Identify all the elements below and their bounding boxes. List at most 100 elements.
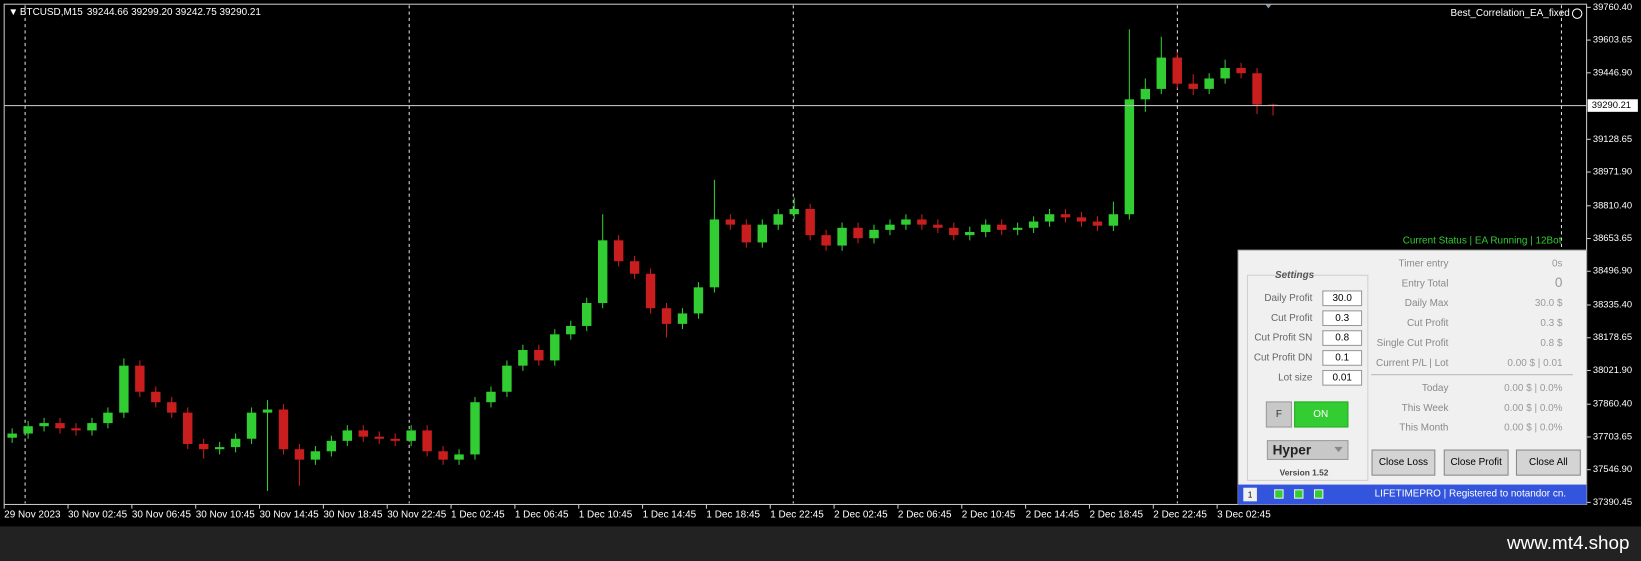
setting-value: 30.0 [1333, 293, 1353, 304]
x-tick-label: 1 Dec 06:45 [515, 510, 569, 521]
candle-body [1076, 217, 1087, 222]
candle-body [821, 235, 831, 246]
shift-marker [1265, 4, 1272, 9]
stat-value: 30.0 $ [1535, 298, 1563, 309]
candle-body [996, 224, 1007, 230]
stat-value: 0.3 $ [1540, 318, 1563, 329]
x-tick-label: 29 Nov 2023 [4, 510, 61, 521]
ea-panel: Settings F ON Hyper Version 1.52 1 LIFET… [1237, 249, 1588, 505]
chart-title: BTCUSD,M15 [20, 7, 83, 18]
candle-body [294, 449, 305, 460]
candle-body [677, 313, 688, 324]
candle-body [1060, 214, 1071, 218]
period-value: 0.00 $ | 0.0% [1504, 423, 1563, 434]
candle-body [757, 224, 767, 243]
on-button[interactable] [1294, 401, 1349, 428]
candle-body [805, 208, 815, 236]
stat-label: Single Cut Profit [1377, 338, 1449, 349]
footer-indicator [1313, 489, 1324, 499]
setting-input[interactable] [1322, 330, 1363, 346]
candle-body [87, 423, 97, 431]
watermark: www.mt4.shop [1506, 532, 1629, 553]
candle-body [502, 365, 512, 392]
action-button[interactable] [1371, 449, 1436, 476]
candle-body [566, 325, 576, 335]
candle-body [310, 451, 321, 460]
candle-body [39, 423, 49, 427]
candle-body [1012, 227, 1023, 230]
candle-body [613, 240, 624, 262]
candle-body [358, 430, 368, 437]
candle-body [438, 451, 448, 460]
dropdown-arrow [1334, 446, 1343, 453]
setting-input[interactable] [1322, 369, 1363, 386]
candle-body [901, 219, 911, 225]
price-tag [1587, 99, 1638, 112]
footer-text: LIFETIMEPRO | Registered to notandor cn. [1375, 489, 1566, 500]
y-tick-label: 38971.90 [1593, 166, 1632, 177]
x-tick-label: 2 Dec 10:45 [962, 510, 1016, 521]
candle-body [550, 334, 560, 361]
candle-body [454, 454, 464, 460]
action-button-label: Close Profit [1450, 457, 1502, 468]
action-button-label: Close All [1529, 457, 1568, 468]
candle-body [167, 402, 177, 413]
candle-body [326, 440, 337, 452]
candle-body [1220, 68, 1230, 79]
candle-body [917, 219, 927, 225]
candle-body [23, 426, 33, 434]
x-tick-label: 30 Nov 06:45 [132, 510, 192, 521]
action-button[interactable] [1443, 449, 1509, 476]
candle-body [486, 391, 496, 403]
candle-body [55, 423, 65, 429]
x-tick-label: 2 Dec 06:45 [898, 510, 952, 521]
candle-body [597, 240, 608, 303]
candle-body [661, 308, 672, 324]
setting-input[interactable] [1322, 350, 1363, 366]
setting-label: Cut Profit [1271, 313, 1313, 324]
candle-body [885, 224, 895, 230]
y-tick-label: 38021.90 [1593, 364, 1632, 375]
setting-input[interactable] [1322, 310, 1363, 327]
version: Version 1.52 [1280, 467, 1329, 477]
footer-tab[interactable] [1243, 487, 1257, 502]
x-tick-label: 1 Dec 22:45 [770, 510, 824, 521]
candle-body [103, 412, 113, 424]
candle-body [693, 287, 704, 314]
x-tick-label: 30 Nov 18:45 [323, 510, 383, 521]
y-tick-label: 37546.90 [1593, 463, 1632, 474]
action-button-label: Close Loss [1379, 457, 1428, 468]
setting-input[interactable] [1322, 290, 1363, 307]
mode-dropdown[interactable] [1266, 440, 1349, 460]
candle-body [262, 409, 273, 413]
symbol-arrow: ▼ [8, 7, 18, 18]
candle-body [230, 438, 241, 448]
stat-label: Daily Max [1405, 298, 1449, 309]
y-tick-label: 38810.40 [1593, 199, 1632, 210]
mode-value: Hyper [1273, 443, 1312, 458]
candle-body [981, 224, 991, 232]
candle-body [1236, 68, 1246, 74]
candle-body [119, 365, 129, 413]
quote-header: 39244.66 39299.20 39242.75 39290.21 [87, 7, 262, 18]
candle-body [837, 227, 847, 246]
period-label: This Month [1399, 423, 1448, 434]
f-button[interactable] [1265, 401, 1292, 428]
candle-body [422, 430, 432, 452]
candle-body [1092, 221, 1103, 226]
y-tick-label: 38178.65 [1593, 331, 1632, 342]
x-tick-label: 2 Dec 14:45 [1026, 510, 1080, 521]
period-value: 0.00 $ | 0.0% [1504, 383, 1563, 394]
action-button[interactable] [1515, 449, 1581, 476]
stat-value: 0 [1555, 275, 1563, 290]
candle-body [151, 391, 161, 403]
candle-body [582, 302, 592, 326]
x-tick-label: 30 Nov 22:45 [387, 510, 447, 521]
x-tick-label: 30 Nov 02:45 [68, 510, 128, 521]
stat-value: 0.00 $ | 0.01 [1507, 358, 1563, 369]
period-label: Today [1422, 383, 1449, 394]
setting-label: Cut Profit DN [1254, 353, 1313, 364]
on-button-label: ON [1313, 409, 1328, 420]
